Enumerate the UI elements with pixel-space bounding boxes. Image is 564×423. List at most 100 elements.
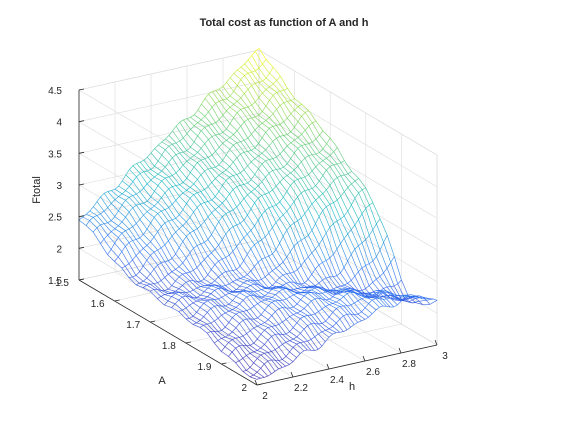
surface-mesh-segment [275, 265, 280, 269]
surface-mesh-segment [272, 95, 281, 106]
surface-mesh-segment [168, 186, 173, 190]
surface-mesh-segment [279, 168, 288, 176]
surface-mesh-segment [186, 187, 191, 191]
surface-mesh-segment [264, 273, 269, 278]
surface-mesh-segment [304, 144, 313, 155]
surface-mesh-segment [372, 260, 381, 277]
surface-mesh-segment [283, 166, 291, 174]
surface-mesh-segment [186, 117, 191, 119]
surface-mesh-segment [164, 166, 173, 176]
surface-mesh-segment [161, 209, 166, 212]
surface-mesh-segment [196, 245, 205, 260]
surface-mesh-segment [190, 141, 195, 148]
surface-mesh-segment [193, 179, 198, 185]
surface-mesh-segment [214, 288, 219, 291]
surface-mesh-segment [358, 192, 366, 209]
surface-mesh-segment [128, 277, 137, 286]
surface-mesh-segment [261, 195, 270, 208]
surface-mesh-segment [332, 322, 337, 327]
surface-mesh-segment [136, 193, 144, 204]
surface-mesh-segment [332, 301, 337, 304]
surface-mesh-segment [318, 311, 326, 322]
surface-mesh-segment [279, 181, 288, 192]
surface-mesh-segment [154, 173, 159, 178]
surface-mesh-segment [426, 298, 434, 301]
surface-mesh-segment [217, 331, 226, 338]
surface-mesh-segment [379, 218, 388, 236]
surface-mesh-segment [242, 345, 251, 354]
surface-mesh-segment [293, 303, 298, 308]
surface-mesh-segment [304, 157, 313, 172]
surface-mesh-segment [301, 178, 309, 190]
surface-mesh-segment [308, 110, 317, 122]
surface-mesh-segment [192, 312, 197, 317]
surface-mesh-segment [224, 346, 233, 353]
surface-mesh-segment [258, 143, 266, 151]
surface-mesh-segment [200, 174, 209, 187]
surface-mesh-segment [139, 265, 144, 272]
surface-mesh-segment [128, 226, 133, 230]
surface-mesh-segment [265, 177, 273, 191]
surface-mesh-segment [254, 83, 263, 94]
surface-mesh-segment [339, 299, 348, 307]
surface-mesh-segment [282, 344, 290, 353]
surface-mesh-segment [214, 280, 223, 287]
surface-mesh-segment [269, 83, 274, 87]
surface-mesh-segment [329, 155, 338, 165]
surface-mesh-segment [185, 307, 194, 317]
surface-mesh-segment [297, 161, 302, 167]
surface-mesh-segment [182, 285, 190, 293]
surface-mesh-segment [347, 210, 356, 226]
surface-mesh-segment [272, 206, 280, 219]
surface-mesh-segment [243, 220, 252, 231]
surface-mesh-segment [300, 341, 304, 343]
surface-mesh-segment [157, 141, 163, 146]
surface-mesh-segment [204, 202, 212, 213]
surface-mesh-segment [271, 311, 276, 316]
surface-mesh-segment [225, 312, 233, 318]
surface-mesh-segment [253, 303, 258, 307]
surface-mesh-segment [261, 214, 270, 233]
surface-mesh-segment [222, 128, 227, 133]
surface-mesh-segment [304, 292, 308, 296]
grid-line [258, 49, 438, 156]
surface-mesh-segment [280, 89, 284, 92]
surface-mesh-segment [278, 344, 283, 348]
surface-mesh-segment [354, 292, 362, 299]
surface-mesh-segment [322, 143, 327, 150]
surface-mesh-segment [100, 243, 108, 255]
surface-mesh-segment [150, 255, 158, 266]
surface-mesh-segment [346, 314, 355, 325]
surface-mesh-segment [225, 271, 234, 282]
surface-mesh-segment [289, 361, 294, 365]
surface-mesh-segment [150, 152, 159, 162]
surface-mesh-segment [236, 206, 245, 221]
surface-mesh-segment [260, 322, 265, 325]
surface-mesh-segment [193, 289, 201, 296]
surface-mesh-segment [329, 276, 338, 288]
surface-mesh-segment [211, 269, 219, 278]
surface-mesh-segment [272, 80, 278, 85]
surface-mesh-segment [143, 211, 148, 216]
surface-mesh-segment [315, 180, 320, 186]
surface-mesh-segment [168, 176, 177, 186]
surface-mesh-segment [279, 121, 284, 125]
surface-mesh-segment [254, 280, 262, 287]
x-tick-label: 2.8 [402, 359, 416, 370]
surface-mesh-segment [132, 193, 137, 196]
surface-mesh-segment [347, 304, 351, 307]
surface-mesh-segment [178, 309, 183, 312]
surface-mesh-segment [160, 290, 169, 294]
surface-mesh-segment [272, 185, 277, 191]
surface-mesh-segment [214, 318, 219, 322]
surface-mesh-segment [265, 193, 273, 207]
surface-mesh-segment [193, 192, 198, 195]
surface-mesh-segment [194, 114, 202, 121]
surface-mesh-segment [189, 232, 198, 246]
surface-mesh-segment [212, 89, 216, 92]
surface-mesh-segment [139, 251, 148, 261]
surface-mesh-segment [172, 157, 180, 170]
surface-mesh-segment [286, 298, 294, 308]
surface-mesh-segment [118, 210, 126, 218]
surface-mesh-segment [268, 326, 272, 328]
